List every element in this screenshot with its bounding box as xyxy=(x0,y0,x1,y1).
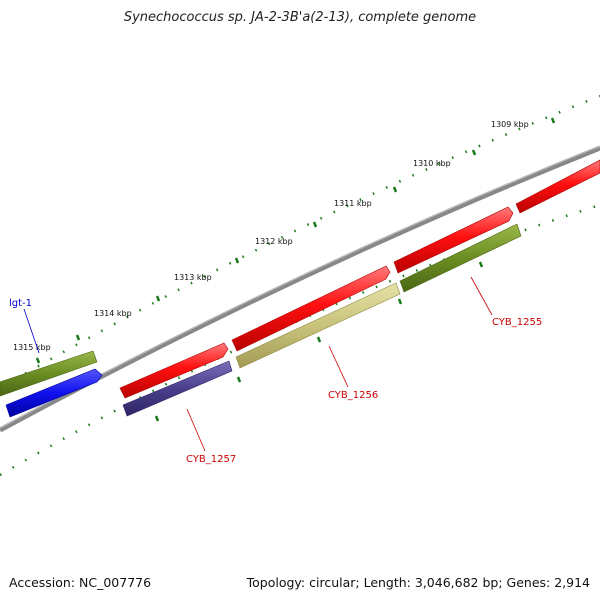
gene-khaki-cyb1256[interactable] xyxy=(235,282,401,369)
genome-title: Synechococcus sp. JA-2-3B'a(2-13), compl… xyxy=(123,10,477,25)
gene-label-lgt1[interactable]: lgt-1 xyxy=(9,298,32,309)
major-ticks xyxy=(35,117,556,422)
gene-olive-1[interactable] xyxy=(0,350,98,397)
tick-label-1311: 1311 kbp xyxy=(334,199,372,208)
gene-purple-cyb1257[interactable] xyxy=(122,360,233,417)
tick-label-1314: 1314 kbp xyxy=(94,309,132,318)
tick-label-1309: 1309 kbp xyxy=(491,120,529,129)
gene-label-cyb1256[interactable]: CYB_1256 xyxy=(328,390,378,401)
leader-cyb1255 xyxy=(470,276,493,316)
cds-red-2[interactable] xyxy=(231,265,391,352)
cds-red-4[interactable] xyxy=(515,159,600,214)
gene-olive-cyb1255[interactable] xyxy=(399,223,522,293)
gene-label-cyb1257[interactable]: CYB_1257 xyxy=(186,454,236,465)
gene-blue-lgt1[interactable] xyxy=(5,368,103,418)
genome-backbone xyxy=(0,145,600,433)
leader-lgt1 xyxy=(23,308,40,354)
leader-cyb1257 xyxy=(186,408,206,452)
outer-tick-ring xyxy=(0,94,600,390)
genome-summary-text: Topology: circular; Length: 3,046,682 bp… xyxy=(246,575,590,590)
tick-label-1315: 1315 kbp xyxy=(13,343,51,352)
leader-cyb1256 xyxy=(328,345,349,388)
accession-text: Accession: NC_007776 xyxy=(9,575,152,590)
tick-label-1313: 1313 kbp xyxy=(174,273,212,282)
cds-red-3[interactable] xyxy=(393,206,514,274)
gene-label-cyb1255[interactable]: CYB_1255 xyxy=(492,317,542,328)
tick-label-1312: 1312 kbp xyxy=(255,237,293,246)
tick-label-1310: 1310 kbp xyxy=(413,159,451,168)
cds-red-1[interactable] xyxy=(119,342,229,399)
